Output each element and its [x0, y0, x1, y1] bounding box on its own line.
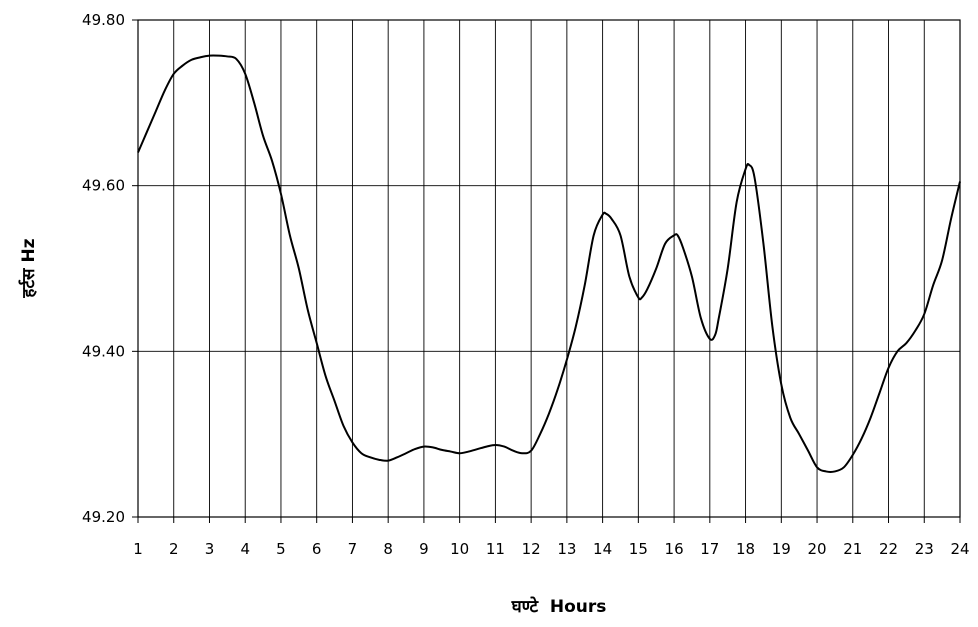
- x-tick-label: 21: [843, 540, 862, 558]
- x-tick-label: 5: [276, 540, 286, 558]
- gridlines: [137, 19, 961, 518]
- y-tick-label: 49.40: [82, 342, 125, 360]
- y-tick-label: 49.20: [82, 508, 125, 526]
- y-axis-title: हर्टस Hz: [18, 238, 39, 298]
- x-tick-label: 2: [169, 540, 179, 558]
- x-tick-label: 20: [807, 540, 826, 558]
- x-tick-label: 7: [348, 540, 358, 558]
- x-tick-label: 3: [205, 540, 215, 558]
- x-axis-title: घण्टे Hours: [511, 596, 607, 617]
- x-tick-label: 13: [557, 540, 576, 558]
- y-tick-label: 49.60: [82, 177, 125, 195]
- x-tick-label: 17: [700, 540, 719, 558]
- x-tick-label: 9: [419, 540, 429, 558]
- y-tick-label: 49.80: [82, 11, 125, 29]
- x-tick-label: 22: [879, 540, 898, 558]
- x-tick-label: 4: [240, 540, 250, 558]
- x-tick-label: 1: [133, 540, 143, 558]
- x-tick-label: 6: [312, 540, 322, 558]
- frequency-series-line: [137, 54, 961, 473]
- x-tick-label: 18: [736, 540, 755, 558]
- x-tick-label: 23: [915, 540, 934, 558]
- plot-area-border: [137, 19, 961, 518]
- axis-ticks: 1 2 3 4 5 6 7 8 9 10 11 12 13 14 15 16 17 18 19 20 21 22 23 244…: [82, 11, 970, 558]
- x-tick-label: 10: [450, 540, 469, 558]
- x-tick-label: 14: [593, 540, 612, 558]
- x-tick-label: 16: [665, 540, 684, 558]
- x-tick-label: 15: [629, 540, 648, 558]
- x-tick-label: 12: [522, 540, 541, 558]
- x-tick-label: 24: [950, 540, 969, 558]
- x-tick-label: 11: [486, 540, 505, 558]
- x-tick-label: 19: [772, 540, 791, 558]
- x-tick-label: 8: [383, 540, 393, 558]
